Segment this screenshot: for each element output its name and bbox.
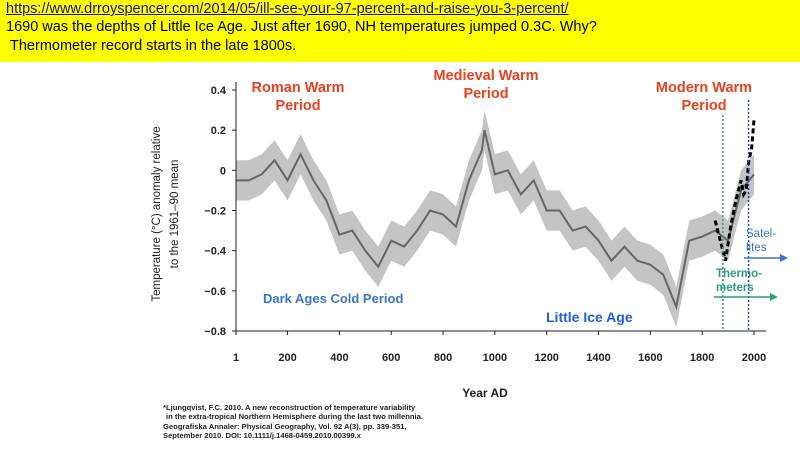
y-axis-label-line1: Temperature (°C) anomaly relative	[151, 126, 163, 301]
annotation-satellites: lites	[746, 242, 767, 254]
header-text-line2: Thermometer record starts in the late 18…	[10, 38, 297, 54]
x-tick-label: 200	[278, 352, 296, 364]
x-tick-label: 800	[434, 352, 452, 364]
x-tick-label: 1000	[483, 352, 507, 364]
citation-line1: *Ljungqvist, F.C. 2010. A new reconstruc…	[163, 403, 416, 412]
annotation-lia: Little Ice Age	[546, 309, 633, 325]
y-tick-label: −0.2	[204, 206, 226, 218]
citation-line2: in the extra-tropical Northern Hemispher…	[166, 412, 423, 422]
x-tick-label: 1600	[638, 352, 662, 364]
annotation-thermometers: meters	[716, 282, 754, 294]
annotation-modern: Modern Warm	[656, 80, 752, 96]
y-tick-label: −0.8	[204, 326, 226, 338]
source-link[interactable]: https://www.drroyspencer.com/2014/05/ill…	[6, 1, 569, 17]
header-text-line1: 1690 was the depths of Little Ice Age. J…	[6, 19, 597, 35]
y-tick-label: 0.2	[211, 125, 226, 137]
annotations: Roman Warm Period Medieval Warm Period Moder…	[252, 68, 788, 325]
x-tick-label: 1	[233, 352, 239, 364]
x-tick-label: 600	[382, 352, 400, 364]
y-tick-label: 0	[220, 165, 226, 177]
annotation-thermometers: Thermo-	[716, 268, 762, 280]
citation-line3: Geografiska Annaler: Physical Geography,…	[163, 421, 407, 431]
x-axis: 1 200 400 600 800 1000 1200 1400 1600 1800 2000	[233, 331, 766, 364]
x-tick-label: 1800	[690, 352, 714, 364]
x-axis-label: Year AD	[462, 386, 508, 400]
x-tick-label: 1400	[586, 352, 610, 364]
x-tick-label: 400	[330, 352, 348, 364]
citation: *Ljungqvist, F.C. 2010. A new reconstruc…	[163, 403, 423, 441]
annotation-satellites: Satel-	[746, 228, 776, 240]
citation-line4: September 2010. DOI: 10.1111/j.1468-0459…	[163, 431, 362, 441]
uncertainty-band	[236, 110, 754, 327]
y-tick-label: −0.4	[204, 246, 227, 258]
annotation-medieval: Medieval Warm	[433, 68, 538, 84]
instrumental-line	[713, 119, 756, 262]
thermometers-arrow-head	[770, 293, 778, 301]
y-axis: 0.4 0.2 0 −0.2 −0.4 −0.6 −0.8	[204, 85, 236, 338]
x-tick-label: 1200	[534, 352, 558, 364]
y-tick-label: 0.4	[211, 85, 227, 97]
satellites-arrow-head	[780, 254, 788, 262]
annotation-roman: Roman Warm	[252, 80, 345, 96]
annotation-darkages: Dark Ages Cold Period	[263, 291, 403, 306]
annotation-medieval: Period	[463, 86, 508, 102]
reconstruction-line	[236, 129, 755, 311]
y-tick-label: −0.6	[204, 286, 226, 298]
x-tick-label: 2000	[742, 352, 766, 364]
annotation-modern: Period	[681, 98, 726, 114]
header-banner: https://www.drroyspencer.com/2014/05/ill…	[0, 0, 800, 62]
y-axis-label-line2: to the 1961–90 mean	[169, 160, 181, 269]
annotation-roman: Period	[275, 98, 320, 114]
